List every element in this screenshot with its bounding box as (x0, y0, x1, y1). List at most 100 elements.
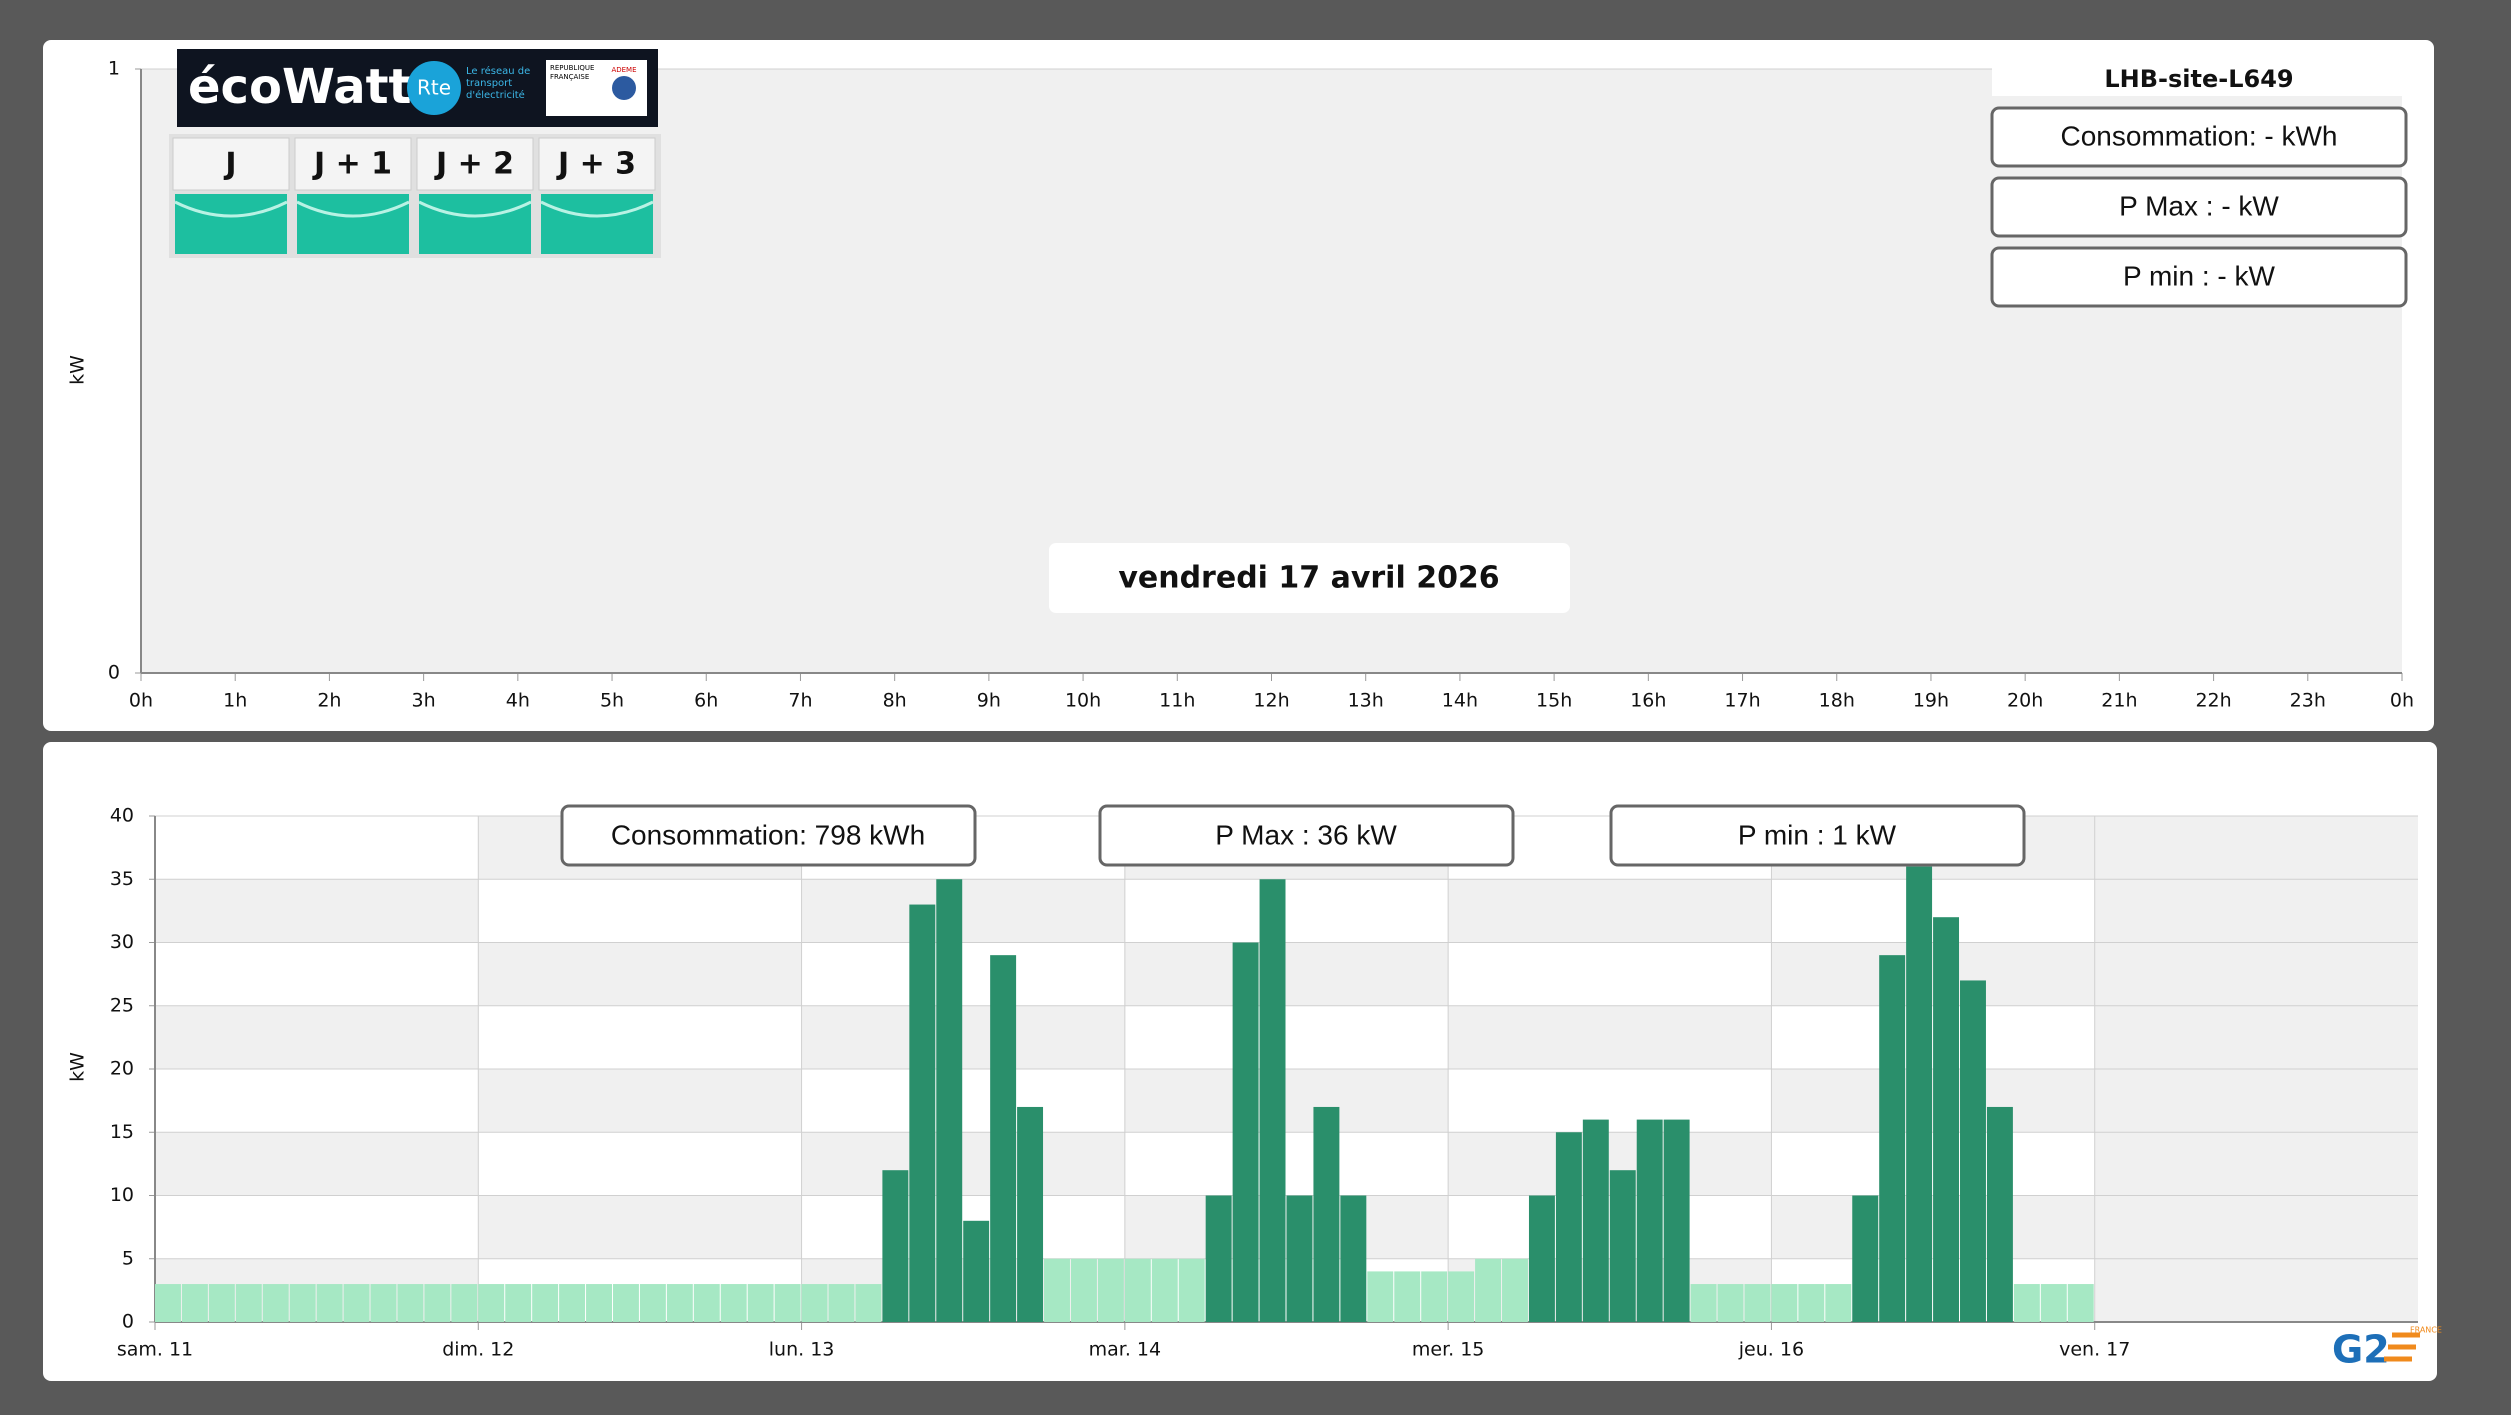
rte-circle (407, 61, 461, 115)
rte-logo: Rte (417, 76, 451, 100)
plot-band (1124, 1005, 1449, 1069)
y-tick-label: 35 (110, 868, 134, 890)
bar (747, 1284, 774, 1322)
site-box (1992, 64, 2406, 96)
bar (1636, 1119, 1663, 1322)
y-tick-label: 20 (110, 1058, 134, 1080)
republique-text-box: RÉPUBLIQUE FRANÇAISE (550, 64, 595, 81)
bar (1017, 1106, 1044, 1322)
bar (1286, 1195, 1313, 1322)
plot-band (155, 816, 479, 880)
ademe-text: ADEME (611, 66, 636, 74)
y-tick-label: 5 (122, 1247, 134, 1269)
bar (639, 1284, 666, 1322)
bar (1906, 866, 1933, 1322)
x-tick-label: 13h (1348, 690, 1384, 712)
bar (505, 1284, 532, 1322)
bar (1475, 1258, 1502, 1322)
bar (2013, 1284, 2040, 1322)
day-wave (174, 200, 288, 218)
stat-label: Consommation: - kWh (2061, 120, 2338, 151)
bar (1367, 1271, 1394, 1322)
bar (990, 955, 1017, 1322)
day-wave (418, 200, 532, 218)
bar (1717, 1284, 1744, 1322)
x-tick-label: 20h (2007, 690, 2043, 712)
bar (1097, 1258, 1124, 1322)
x-tick-label: 15h (1536, 690, 1572, 712)
x-tick-label: 1h (223, 690, 247, 712)
bar (289, 1284, 316, 1322)
x-tick-label: lun. 13 (769, 1339, 835, 1361)
y-tick-label: 1 (108, 58, 120, 80)
stat-label: Consommation: 798 kWh (611, 819, 925, 850)
day-signal (419, 194, 531, 254)
bar (1070, 1258, 1097, 1322)
bar (1771, 1284, 1798, 1322)
day-label: J + 1 (312, 147, 392, 182)
x-tick-label: 23h (2290, 690, 2326, 712)
stat-box (1990, 246, 2408, 308)
bar (666, 1284, 693, 1322)
x-tick-label: 14h (1442, 690, 1478, 712)
y-axis-label: kW (67, 1052, 89, 1082)
day-card (294, 137, 412, 191)
bar (1852, 1195, 1879, 1322)
x-tick-label: 16h (1630, 690, 1666, 712)
bar (693, 1284, 720, 1322)
bar (1960, 980, 1986, 1322)
bar (1421, 1271, 1448, 1322)
bar (801, 1284, 828, 1322)
brand-logo: G2 FRANCE (2332, 1326, 2442, 1372)
plot-band (478, 1005, 802, 1069)
stat-box (560, 804, 977, 867)
stat-box (1098, 804, 1515, 867)
x-tick-label: 4h (506, 690, 530, 712)
ecowatt-widget: écoWatt Rte Le réseau de transport d'éle… (169, 49, 661, 258)
brand-name: G2 (2332, 1328, 2390, 1372)
plot-band (478, 1132, 802, 1196)
plot-band (801, 1069, 1125, 1133)
bar (532, 1284, 559, 1322)
x-tick-label: 0h (129, 690, 153, 712)
bar (424, 1284, 451, 1322)
x-tick-label: 18h (1819, 690, 1855, 712)
day-card (172, 137, 290, 191)
bar (909, 904, 936, 1322)
brand-country: FRANCE (2410, 1326, 2442, 1335)
bar (1663, 1119, 1690, 1322)
bar (1825, 1284, 1852, 1322)
bar (1205, 1195, 1232, 1322)
bar (1178, 1258, 1205, 1322)
stat-box (1990, 176, 2408, 238)
bar (397, 1284, 424, 1322)
bar (559, 1284, 586, 1322)
bar (1609, 1170, 1636, 1322)
x-tick-label: 17h (1724, 690, 1760, 712)
rte-text: Le réseau de transport d'électricité (466, 66, 531, 101)
x-tick-label: 21h (2101, 690, 2137, 712)
republique-text: RÉPUBLIQUE FRANÇAISE (550, 64, 595, 81)
bar (1690, 1284, 1717, 1322)
day-card (416, 137, 534, 191)
bar (1394, 1271, 1421, 1322)
stat-label: P Max : 36 kW (1215, 819, 1397, 850)
stat-label: P min : - kW (2123, 260, 2276, 291)
bar (235, 1284, 262, 1322)
bar (1044, 1258, 1070, 1322)
x-tick-label: 6h (694, 690, 718, 712)
bar (1986, 1106, 2013, 1322)
bar (262, 1284, 289, 1322)
x-tick-label: jeu. 16 (1738, 1339, 1804, 1361)
stat-box (1609, 804, 2026, 867)
plot-band (155, 1069, 479, 1133)
x-tick-label: 2h (317, 690, 341, 712)
plot-band (478, 879, 802, 943)
y-tick-label: 25 (110, 994, 134, 1016)
bar (882, 1170, 909, 1322)
x-tick-label: 9h (977, 690, 1001, 712)
bar (155, 1284, 181, 1322)
x-tick-label: 7h (788, 690, 812, 712)
bar (1744, 1284, 1771, 1322)
